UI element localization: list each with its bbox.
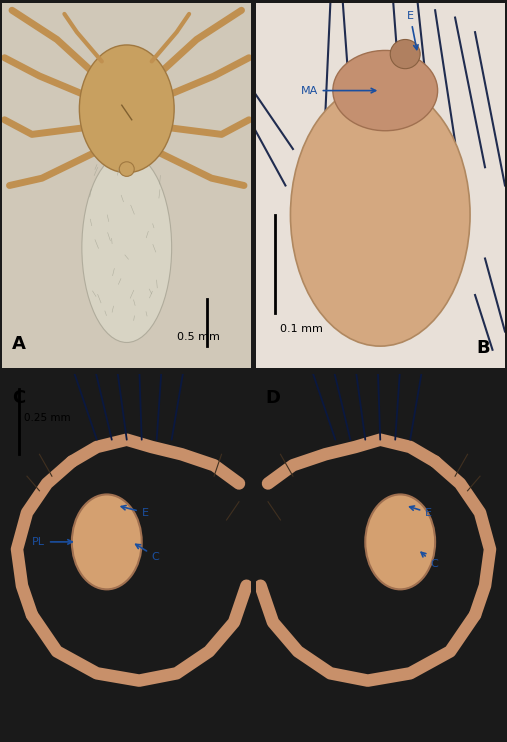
Text: E: E (410, 506, 432, 518)
Ellipse shape (72, 494, 142, 589)
Ellipse shape (291, 83, 470, 346)
Text: 0.25 mm: 0.25 mm (24, 413, 71, 423)
Ellipse shape (390, 39, 420, 69)
Text: D: D (266, 389, 280, 407)
Polygon shape (256, 3, 505, 368)
Text: C: C (421, 552, 438, 569)
Text: 0.5 mm: 0.5 mm (176, 332, 220, 343)
Text: B: B (477, 339, 490, 357)
Text: 0.1 mm: 0.1 mm (280, 324, 323, 334)
Ellipse shape (333, 50, 438, 131)
Text: A: A (12, 335, 26, 353)
Text: E: E (121, 505, 149, 518)
Ellipse shape (365, 494, 435, 589)
Text: C: C (12, 389, 25, 407)
Text: PL: PL (32, 537, 72, 547)
Ellipse shape (82, 153, 172, 343)
Ellipse shape (119, 162, 134, 177)
Text: MA: MA (301, 85, 376, 96)
Polygon shape (2, 3, 251, 368)
Text: E: E (407, 11, 418, 50)
Text: C: C (136, 545, 159, 562)
Ellipse shape (80, 45, 174, 173)
